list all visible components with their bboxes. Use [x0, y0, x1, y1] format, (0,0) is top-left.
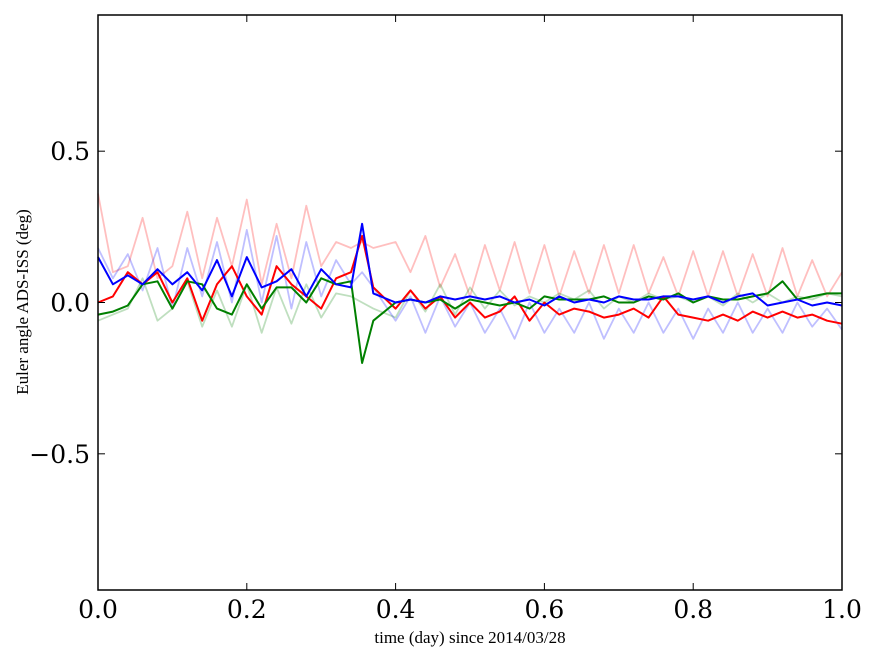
- series-line-5: [97, 277, 842, 364]
- series-line-2: [97, 277, 843, 334]
- tick-layer: 0.0 0.2 0.4 0.6 0.8 1.0 −0.5 0.0 0.5: [29, 15, 862, 624]
- x-axis-label: time (day) since 2014/03/28: [374, 628, 565, 647]
- y-tick-label: 0.0: [50, 289, 90, 318]
- x-tick-label: 0.4: [376, 595, 416, 624]
- y-tick-label: 0.5: [50, 137, 90, 166]
- x-tick-label: 0.0: [78, 595, 118, 624]
- series-line-4: [97, 234, 843, 325]
- x-tick-label: 0.8: [673, 595, 713, 624]
- y-axis-label: Euler angle ADS-ISS (deg): [13, 209, 32, 395]
- x-tick-label: 0.6: [525, 595, 565, 624]
- x-tick-label: 0.2: [227, 595, 267, 624]
- x-tick-label: 1.0: [822, 595, 862, 624]
- y-tick-label: −0.5: [29, 440, 90, 469]
- plot-frame: [97, 14, 843, 591]
- series-line-6: [97, 222, 843, 307]
- series-layer: [97, 193, 843, 364]
